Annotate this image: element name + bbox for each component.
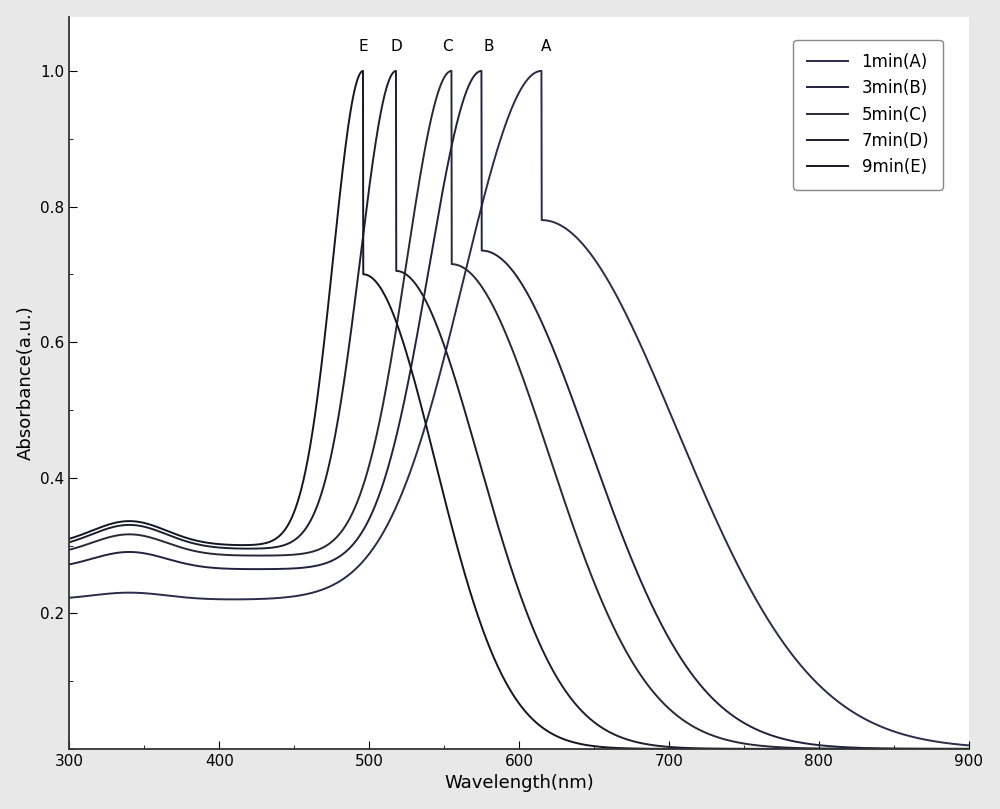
7min(D) (390, 66, 402, 76)
1min(A) (849, 708, 861, 718)
9min(E) (945, 744, 957, 754)
1min(A) (963, 740, 975, 750)
1min(A) (219, 595, 231, 604)
Line: 1min(A): 1min(A) (69, 71, 969, 745)
5min(C) (219, 550, 231, 560)
Text: D: D (390, 39, 402, 54)
5min(C) (166, 540, 178, 549)
3min(B) (447, 133, 459, 143)
Legend: 1min(A), 3min(B), 5min(C), 7min(D), 9min(E): 1min(A), 3min(B), 5min(C), 7min(D), 9min… (793, 40, 943, 189)
3min(B) (475, 66, 487, 76)
9min(E) (448, 528, 460, 538)
3min(B) (408, 345, 420, 355)
7min(D) (448, 369, 460, 379)
7min(D) (166, 532, 178, 541)
1min(A) (535, 66, 547, 76)
7min(D) (219, 543, 231, 553)
7min(D) (409, 277, 421, 287)
Line: 5min(C): 5min(C) (69, 71, 969, 749)
Text: A: A (541, 39, 551, 54)
9min(E) (166, 527, 178, 537)
3min(B) (63, 560, 75, 570)
7min(D) (63, 537, 75, 547)
9min(E) (963, 744, 975, 754)
Line: 3min(B): 3min(B) (69, 71, 969, 749)
1min(A) (945, 739, 957, 748)
9min(E) (63, 534, 75, 544)
1min(A) (447, 316, 459, 326)
X-axis label: Wavelength(nm): Wavelength(nm) (444, 774, 594, 792)
5min(C) (445, 66, 457, 76)
3min(B) (166, 555, 178, 565)
Text: B: B (484, 39, 494, 54)
5min(C) (63, 545, 75, 555)
7min(D) (963, 744, 975, 754)
5min(C) (448, 260, 460, 269)
5min(C) (945, 744, 957, 754)
3min(B) (849, 743, 861, 752)
1min(A) (408, 455, 420, 465)
9min(E) (849, 744, 861, 754)
1min(A) (63, 593, 75, 603)
5min(C) (408, 208, 420, 218)
5min(C) (849, 744, 861, 754)
3min(B) (945, 744, 957, 754)
5min(C) (963, 744, 975, 754)
9min(E) (357, 66, 369, 76)
Line: 9min(E): 9min(E) (69, 71, 969, 749)
7min(D) (849, 744, 861, 754)
Text: E: E (358, 39, 368, 54)
Text: C: C (442, 39, 452, 54)
1min(A) (166, 591, 178, 601)
9min(E) (409, 376, 421, 386)
Y-axis label: Absorbance(a.u.): Absorbance(a.u.) (17, 306, 35, 460)
3min(B) (963, 744, 975, 754)
Line: 7min(D): 7min(D) (69, 71, 969, 749)
7min(D) (945, 744, 957, 754)
3min(B) (219, 564, 231, 574)
9min(E) (219, 540, 231, 549)
